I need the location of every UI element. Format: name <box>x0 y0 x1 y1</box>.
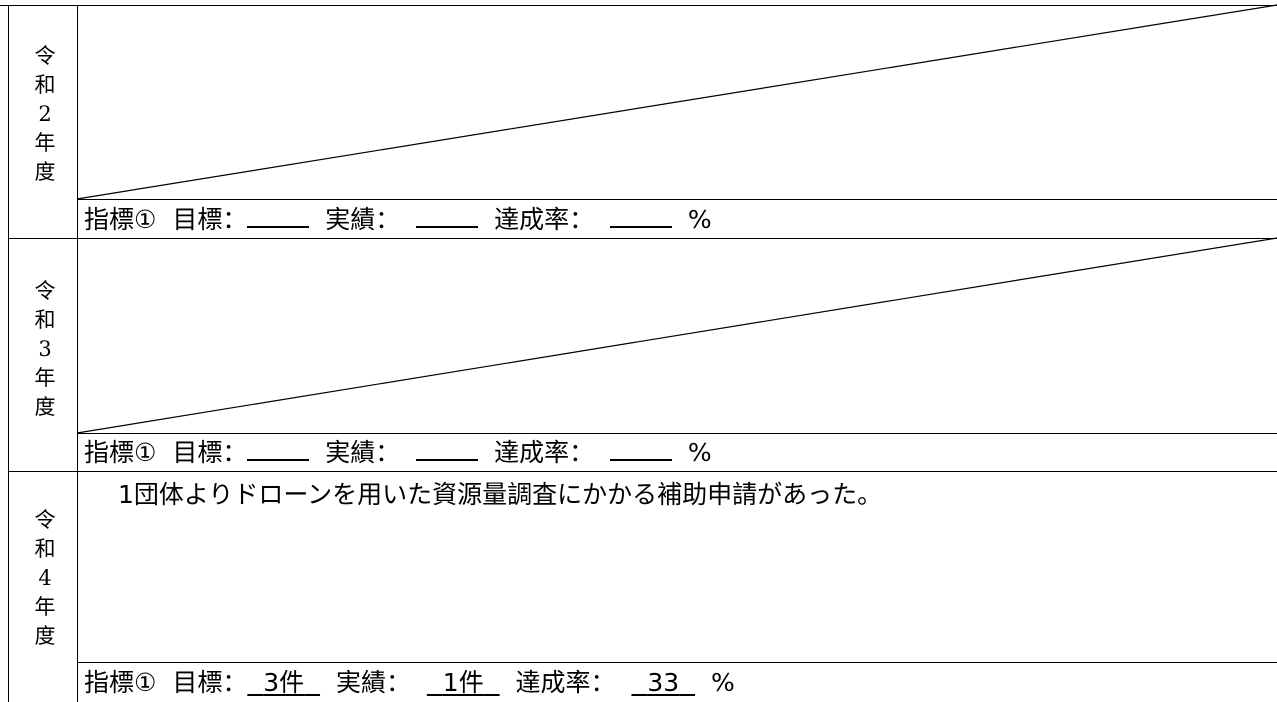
year-char: 和 <box>34 537 56 561</box>
year-char: 令 <box>34 508 56 532</box>
year-char: 和 <box>34 308 56 332</box>
row2-indicator-divider <box>77 433 1277 434</box>
indicator-name: 指標① <box>84 668 157 697</box>
year-char: 2 <box>38 102 52 126</box>
rate-blank <box>610 204 672 228</box>
row3-indicator-line: 指標① 目標： 3件 実績： 1件 達成率： 33 % <box>84 666 735 700</box>
year-char: 年 <box>34 595 56 619</box>
year-char: 和 <box>34 73 56 97</box>
year-char: 4 <box>38 566 52 590</box>
actual-blank <box>416 437 479 461</box>
year-char: 度 <box>34 395 56 419</box>
rate-label: 達成率： <box>515 668 616 697</box>
year-char: 令 <box>34 44 56 68</box>
row2-diagonal-line <box>76 237 1277 434</box>
actual-blank <box>416 204 479 228</box>
rate-label: 達成率： <box>494 205 595 234</box>
actual-label: 実績： <box>325 438 401 467</box>
target-label: 目標： <box>172 668 248 697</box>
target-value-text: 3件 <box>263 668 305 697</box>
rate-blank <box>610 437 672 461</box>
label-column-divider <box>77 5 78 702</box>
row3-body-text: 1団体よりドローンを用いた資源量調査にかかる補助申請があった。 <box>118 480 883 509</box>
indicator-name: 指標① <box>84 205 157 234</box>
row2-year-label: 令 和 3 年 度 <box>20 277 70 422</box>
rate-label: 達成率： <box>494 438 595 467</box>
table-top-border <box>0 5 1277 6</box>
row1-year-label: 令 和 2 年 度 <box>20 42 70 187</box>
actual-label: 実績： <box>325 205 401 234</box>
year-char: 年 <box>34 131 56 155</box>
row1-diagonal-line <box>76 4 1277 200</box>
target-label: 目標： <box>172 438 248 467</box>
row3-year-label: 令 和 4 年 度 <box>20 506 70 651</box>
actual-label: 実績： <box>335 668 411 697</box>
year-char: 令 <box>34 279 56 303</box>
percent-unit: % <box>687 205 712 234</box>
year-char: 3 <box>38 337 52 361</box>
percent-unit: % <box>687 438 712 467</box>
row2-indicator-line: 指標① 目標： 実績： 達成率： % <box>84 436 712 470</box>
year-char: 年 <box>34 366 56 390</box>
row1-bottom-border <box>8 238 1277 239</box>
row1-indicator-line: 指標① 目標： 実績： 達成率： % <box>84 203 712 237</box>
row2-bottom-border <box>8 471 1277 472</box>
year-char: 度 <box>34 624 56 648</box>
target-value: 3件 <box>247 668 320 697</box>
indicator-name: 指標① <box>84 438 157 467</box>
rate-value: 33 <box>631 668 695 697</box>
actual-value-text: 1件 <box>442 668 484 697</box>
target-label: 目標： <box>172 205 248 234</box>
table-left-border <box>8 5 9 702</box>
rate-value-text: 33 <box>647 668 680 697</box>
target-blank <box>247 437 310 461</box>
target-blank <box>247 204 310 228</box>
year-char: 度 <box>34 160 56 184</box>
row1-indicator-divider <box>77 199 1277 200</box>
percent-unit: % <box>710 668 735 697</box>
actual-value: 1件 <box>427 668 500 697</box>
row3-indicator-divider <box>77 662 1277 663</box>
